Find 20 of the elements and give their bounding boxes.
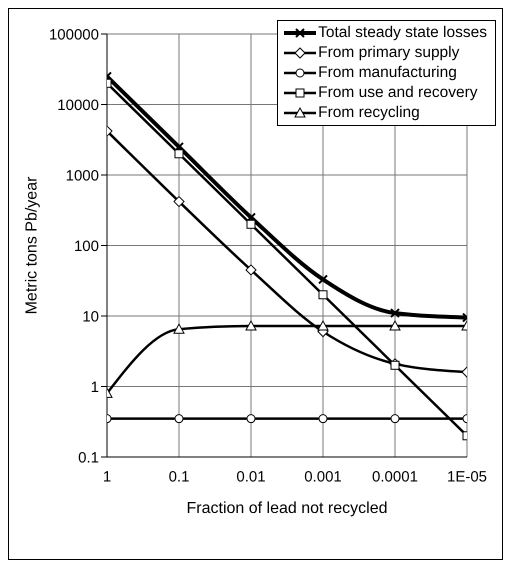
- x-axis-title: Fraction of lead not recycled: [186, 500, 388, 517]
- legend-label: Total steady state losses: [318, 23, 487, 43]
- y-tick-label: 0.1: [78, 449, 99, 466]
- x-tick-label: 1E-05: [446, 468, 488, 486]
- x-tick-label: 0.0001: [372, 468, 418, 486]
- y-tick-label: 100000: [48, 26, 99, 44]
- y-tick-label: 10000: [57, 96, 99, 114]
- legend-label: From recycling: [318, 103, 420, 123]
- legend-label: From manufacturing: [318, 63, 457, 83]
- y-tick-label: 100: [74, 238, 99, 255]
- y-tick-label: 1000: [66, 167, 99, 184]
- y-tick-label: 10: [82, 308, 99, 326]
- x-tick-label: 0.1: [168, 468, 190, 486]
- y-axis-title: Metric tons Pb/year: [24, 176, 41, 314]
- y-tick-label: 1: [90, 378, 99, 396]
- legend-label: From primary supply: [318, 43, 460, 63]
- legend-label: From use and recovery: [318, 83, 478, 103]
- x-tick-label: 0.001: [304, 468, 342, 486]
- x-tick-label: 1: [102, 468, 112, 486]
- x-tick-label: 0.01: [236, 468, 266, 486]
